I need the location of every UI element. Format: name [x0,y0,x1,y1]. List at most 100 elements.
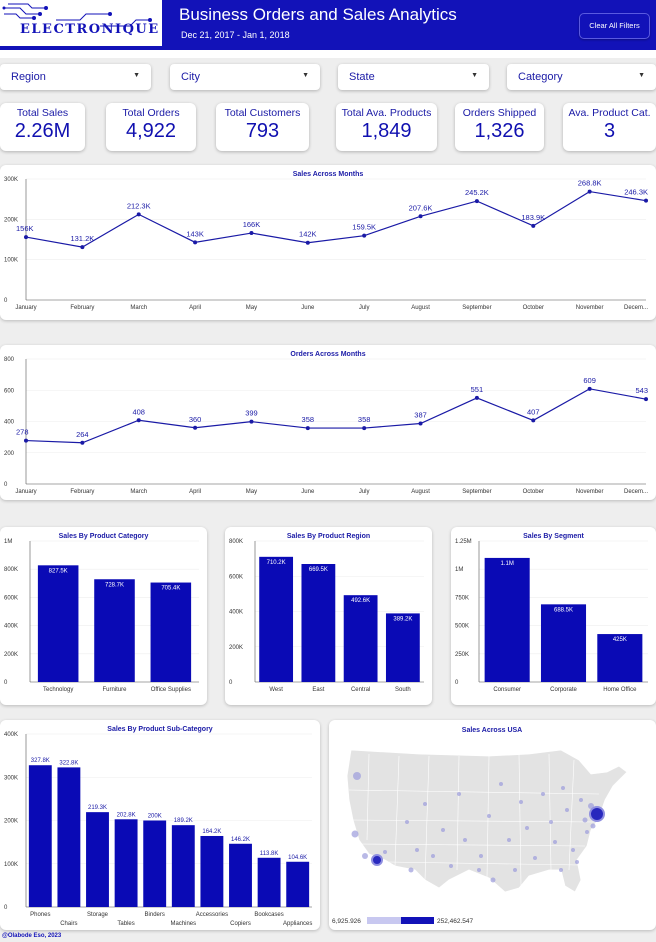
x-tick-label: June [301,489,315,495]
chart-title: Orders Across Months [290,351,365,358]
logo: ELECTRONIQUE [0,0,162,46]
x-tick-label: January [15,305,36,311]
chart-title: Sales Across Months [293,171,364,178]
sales-bubble [383,850,387,854]
data-label: 246.3K [624,188,648,197]
x-tick-label: Central [351,687,370,693]
y-tick-label: 600K [4,595,18,601]
kpi-total-sales: Total Sales 2.26M [0,103,85,151]
data-point [362,426,367,431]
filter-city[interactable]: City ▼ [170,64,320,90]
bar [540,604,587,682]
x-tick-label: Machines [170,921,196,927]
sales-bubble [585,830,589,834]
data-label: 264 [76,430,89,439]
bar [143,820,167,907]
sales-category-chart: Sales By Product Category 0 200K 400K 600K 80… [4,533,199,693]
data-label: 164.2K [202,829,221,835]
usa-map[interactable]: Sales Across USA 6,925.926 252,462.547 [329,720,656,930]
y-tick-label: 200K [4,217,18,223]
y-tick-label: 800 [4,357,15,363]
kpi-label: Ava. Product Cat. [568,107,651,119]
y-tick-label: 400K [4,624,18,630]
data-label: 705.4K [161,586,180,592]
x-tick-label: June [301,305,315,311]
x-tick-label: Office Supplies [151,687,191,693]
bar [343,595,378,682]
sales-bubble [579,798,583,802]
data-label: 387 [414,411,427,420]
sales-bubble [487,814,491,818]
data-point [80,245,85,250]
y-tick-label: 200 [4,451,15,457]
sales-bubble [490,877,496,883]
data-label: 113.8K [260,851,279,857]
y-tick-label: 200K [4,652,18,658]
kpi-label: Total Orders [122,107,180,119]
sales-bubble [415,848,419,852]
bar [114,819,138,907]
clear-filters-button[interactable]: Clear All Filters [579,13,650,39]
bar [484,557,530,682]
chart-title: Sales By Product Category [59,533,149,540]
data-label: 327.8K [31,758,50,764]
kpi-value: 1,326 [474,120,525,142]
data-point [474,199,479,204]
data-label: 159.5K [352,223,376,232]
filter-category[interactable]: Category ▼ [507,64,656,90]
x-tick-label: Appliances [283,921,312,927]
series-line [25,388,647,444]
data-label: 278 [16,428,29,437]
data-label: 142K [299,230,317,239]
sales-bubble [571,848,575,852]
x-tick-label: Tables [117,921,134,927]
orders-months-card: Orders Across Months 0 200 400 600 800 278 Janu… [0,345,656,500]
x-tick-label: Corporate [550,687,577,693]
legend-min: 6,925.926 [332,918,361,925]
data-label: 408 [132,407,145,416]
data-point [249,231,254,236]
kpi-total-customers: Total Customers 793 [216,103,309,151]
data-label: 407 [527,407,540,416]
x-tick-label: Copiers [230,921,251,927]
bar [171,825,195,907]
x-tick-label: September [462,489,491,495]
sales-bubble [463,838,467,842]
filter-state[interactable]: State ▼ [338,64,489,90]
kpi-total-products: Total Ava. Products 1,849 [336,103,437,151]
dropdown-arrow-icon: ▼ [302,72,309,79]
sales-bubble [589,806,605,822]
x-tick-label: April [189,489,201,495]
data-point [24,235,28,240]
data-label: 399 [245,409,258,418]
map-title: Sales Across USA [462,727,522,734]
y-tick-label: 400K [229,610,243,616]
y-tick-label: 0 [4,298,8,304]
x-tick-label: February [70,305,94,311]
sales-bubble [431,854,435,858]
sales-bubbles[interactable] [351,772,605,883]
orders-months-chart: Orders Across Months 0 200 400 600 800 278 Janu… [4,351,648,495]
filter-label: Category [518,71,563,83]
kpi-value: 3 [603,120,616,142]
y-tick-label: 200K [229,645,243,651]
data-point [587,386,592,391]
x-tick-label: March [130,489,147,495]
bar [286,861,310,907]
data-point [362,233,367,238]
x-tick-label: Accessories [196,912,228,918]
data-point [305,240,310,245]
data-point [193,425,198,430]
data-label: 143K [186,229,204,238]
data-point [531,223,536,228]
x-tick-label: East [312,687,324,693]
x-tick-label: Furniture [102,687,127,693]
filter-label: City [181,71,200,83]
kpi-value: 2.26M [14,120,71,142]
filter-region[interactable]: Region ▼ [0,64,151,90]
data-point [305,426,310,431]
x-tick-label: July [359,305,370,311]
kpi-label: Total Customers [224,107,301,119]
y-tick-label: 750K [455,595,469,601]
data-point [80,440,85,445]
